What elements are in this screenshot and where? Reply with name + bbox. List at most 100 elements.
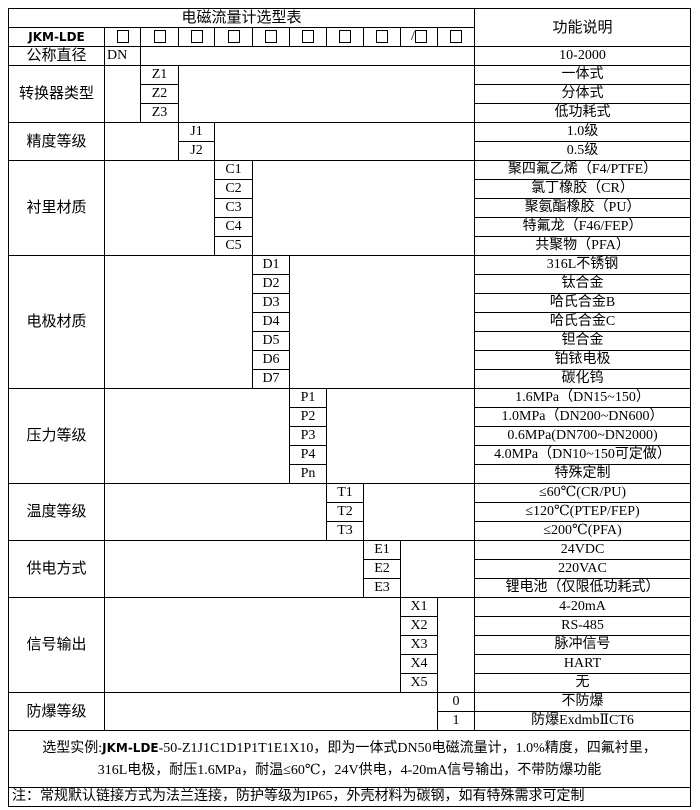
- row-label: 精度等级: [8, 122, 105, 161]
- function-cell: ≤120℃(PTEP/FEP): [474, 502, 692, 522]
- code-cell: Z2: [140, 84, 179, 104]
- example-model: JKM-LDE: [102, 740, 159, 755]
- function-cell: RS-485: [474, 616, 692, 636]
- code-slot: [214, 27, 253, 47]
- slot-box-icon: [153, 30, 166, 44]
- function-cell: 10-2000: [474, 46, 692, 66]
- blank-cell: [104, 160, 215, 256]
- row-label: 电极材质: [8, 255, 105, 389]
- blank-cell: [104, 692, 438, 731]
- slot-box-icon: [227, 30, 240, 44]
- code-cell: C2: [214, 179, 253, 199]
- code-cell: Z3: [140, 103, 179, 123]
- code-cell: C1: [214, 160, 253, 180]
- code-cell: X1: [400, 597, 438, 617]
- function-cell: 无: [474, 673, 692, 693]
- code-cell: D7: [252, 369, 290, 389]
- code-cell: X3: [400, 635, 438, 655]
- function-cell: 铂铱电极: [474, 350, 692, 370]
- function-cell: 氯丁橡胶（CR）: [474, 179, 692, 199]
- blank-cell: [251, 160, 476, 256]
- code-slot: [178, 27, 215, 47]
- code-cell: C5: [214, 236, 253, 256]
- row-label: 温度等级: [8, 483, 105, 541]
- function-cell: 哈氏合金C: [474, 312, 692, 332]
- blank-cell: [177, 65, 476, 123]
- code-cell: P1: [289, 388, 327, 408]
- slot-box-icon: [339, 30, 351, 44]
- blank-cell: [104, 483, 327, 541]
- slot-box-icon: [302, 30, 314, 44]
- blank-cell: [139, 46, 476, 66]
- code-cell: D1: [252, 255, 290, 275]
- code-cell: T1: [326, 483, 364, 503]
- code-cell: 1: [436, 711, 476, 731]
- function-cell: HART: [474, 654, 692, 674]
- slot-box-icon: [376, 30, 388, 44]
- blank-cell: [104, 255, 253, 389]
- blank-cell: [325, 388, 476, 484]
- row-label: 信号输出: [8, 597, 105, 693]
- function-cell: 共聚物（PFA）: [474, 236, 692, 256]
- code-slot: [363, 27, 401, 47]
- blank-cell: [362, 483, 476, 541]
- function-header: 功能说明: [474, 8, 692, 47]
- model-prefix: JKM-LDE: [8, 27, 105, 47]
- group-row: 信号输出 X1 4-20mA: [8, 597, 692, 693]
- function-cell: 0.5级: [474, 141, 692, 161]
- group-row: 防爆等级 0 不防爆: [8, 692, 692, 731]
- code-cell: E2: [363, 559, 401, 579]
- slot-box-icon: [190, 30, 203, 44]
- example-text: 选型实例:JKM-LDE-50-Z1J1C1D1P1T1E1X10，即为一体式D…: [7, 730, 692, 788]
- group-row: P4 4.0MPa（DN10~150可定做）: [9, 445, 692, 465]
- blank-cell: [399, 540, 476, 598]
- slot-box-icon: [116, 30, 129, 44]
- code-cell: D3: [252, 293, 290, 313]
- function-cell: 聚四氟乙烯（F4/PTFE）: [474, 160, 692, 180]
- blank-cell: [288, 255, 476, 389]
- code-cell: E3: [363, 578, 401, 598]
- row-label: 转换器类型: [8, 65, 105, 123]
- code-cell: C4: [214, 217, 253, 237]
- function-cell: 低功耗式: [474, 103, 692, 123]
- code-cell: D4: [252, 312, 290, 332]
- row-label: 公称直径: [8, 46, 105, 66]
- slot-box-icon: [450, 30, 462, 44]
- group-row: E2 220VAC: [9, 559, 692, 579]
- code-slot: [326, 27, 364, 47]
- function-cell: 24VDC: [474, 540, 692, 560]
- example-line2: 316L电极，耐压1.6MPa，耐温≤60℃，24V供电，4-20mA信号输出，…: [97, 762, 602, 778]
- group-row: 1 防爆ExdmbⅡCT6: [9, 711, 692, 731]
- blank-cell: [104, 65, 141, 123]
- function-cell: 分体式: [474, 84, 692, 104]
- function-cell: 316L不锈钢: [474, 255, 692, 275]
- blank-cell: [213, 122, 476, 161]
- table-title: 电磁流量计选型表: [7, 8, 476, 28]
- code-slot: [289, 27, 327, 47]
- row-label: 防爆等级: [8, 692, 105, 731]
- code-slot: [104, 27, 141, 47]
- code-slot: [140, 27, 179, 47]
- group-row: 精度等级 J1 1.0级: [8, 122, 692, 161]
- function-cell: 4-20mA: [474, 597, 692, 617]
- code-cell: 0: [436, 692, 476, 712]
- code-cell: T3: [326, 521, 364, 541]
- row-label: 衬里材质: [8, 160, 105, 256]
- function-cell: 锂电池（仅限低功耗式）: [474, 578, 692, 598]
- function-cell: 特殊定制: [474, 464, 692, 484]
- example-line1: -50-Z1J1C1D1P1T1E1X10，即为一体式DN50电磁流量计，1.0…: [158, 740, 657, 756]
- selection-table: 电磁流量计选型表 功能说明 JKM-LDE / 公称直径 DN 10-2000 …: [7, 8, 692, 807]
- code-cell: E1: [363, 540, 401, 560]
- blank-cell: [104, 388, 290, 484]
- code-cell: X4: [400, 654, 438, 674]
- code-cell: C3: [214, 198, 253, 218]
- function-cell: 钛合金: [474, 274, 692, 294]
- code-cell: D6: [252, 350, 290, 370]
- blank-cell: [104, 597, 401, 693]
- row-label: 压力等级: [8, 388, 105, 484]
- slot-separator: /: [411, 29, 415, 44]
- code-cell: D2: [252, 274, 290, 294]
- code-cell: X5: [400, 673, 438, 693]
- group-row: 转换器类型 Z1 一体式: [8, 65, 692, 123]
- example-row: 选型实例:JKM-LDE-50-Z1J1C1D1P1T1E1X10，即为一体式D…: [7, 730, 692, 788]
